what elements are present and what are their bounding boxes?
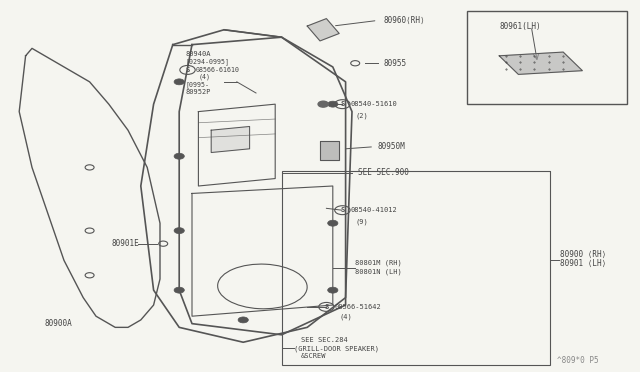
Polygon shape — [499, 52, 582, 74]
Circle shape — [328, 101, 338, 107]
Text: 80901 ⟨LH⟩: 80901 ⟨LH⟩ — [560, 259, 606, 268]
Text: 80940A: 80940A — [186, 51, 211, 57]
Circle shape — [174, 287, 184, 293]
Text: (2): (2) — [355, 112, 368, 119]
Bar — [467, 11, 627, 104]
Text: 08566-51642: 08566-51642 — [335, 304, 381, 310]
Text: 80801M (RH): 80801M (RH) — [355, 259, 402, 266]
Circle shape — [238, 317, 248, 323]
Text: 80801N (LH): 80801N (LH) — [355, 268, 402, 275]
Text: S: S — [324, 304, 328, 310]
Text: 08540-51610: 08540-51610 — [351, 101, 397, 107]
Text: SEE SEC.900: SEE SEC.900 — [358, 169, 409, 177]
Text: 08540-41012: 08540-41012 — [351, 207, 397, 213]
Circle shape — [318, 101, 328, 107]
Text: 80901E: 80901E — [112, 239, 140, 248]
Bar — [282, 171, 550, 365]
Text: [0995-: [0995- — [186, 81, 210, 88]
Circle shape — [174, 153, 184, 159]
Text: &SCREW: &SCREW — [301, 353, 326, 359]
Text: (9): (9) — [355, 218, 368, 225]
Polygon shape — [211, 126, 250, 153]
Polygon shape — [320, 141, 339, 160]
Text: [0294-0995]: [0294-0995] — [186, 59, 230, 65]
Text: 80961(LH): 80961(LH) — [499, 22, 541, 31]
Text: 80950M: 80950M — [378, 142, 405, 151]
Text: 80960⟨RH⟩: 80960⟨RH⟩ — [384, 16, 426, 25]
Text: (4): (4) — [198, 74, 211, 80]
Circle shape — [174, 79, 184, 85]
Circle shape — [174, 228, 184, 234]
Polygon shape — [307, 19, 339, 41]
Text: SEE SEC.284: SEE SEC.284 — [301, 337, 348, 343]
Text: S: S — [340, 101, 344, 107]
Text: S: S — [186, 67, 189, 73]
Text: (GRILL-DOOR SPEAKER): (GRILL-DOOR SPEAKER) — [294, 345, 380, 352]
Text: 80900A: 80900A — [45, 319, 72, 328]
Circle shape — [328, 220, 338, 226]
Text: ^809*0 P5: ^809*0 P5 — [557, 356, 598, 365]
Text: S: S — [340, 207, 344, 213]
Text: 08566-61610: 08566-61610 — [195, 67, 239, 73]
Text: 80955: 80955 — [384, 59, 407, 68]
Text: 80900 ⟨RH⟩: 80900 ⟨RH⟩ — [560, 250, 606, 259]
Text: (4): (4) — [339, 314, 352, 320]
Circle shape — [328, 287, 338, 293]
Text: 80952P: 80952P — [186, 89, 211, 95]
